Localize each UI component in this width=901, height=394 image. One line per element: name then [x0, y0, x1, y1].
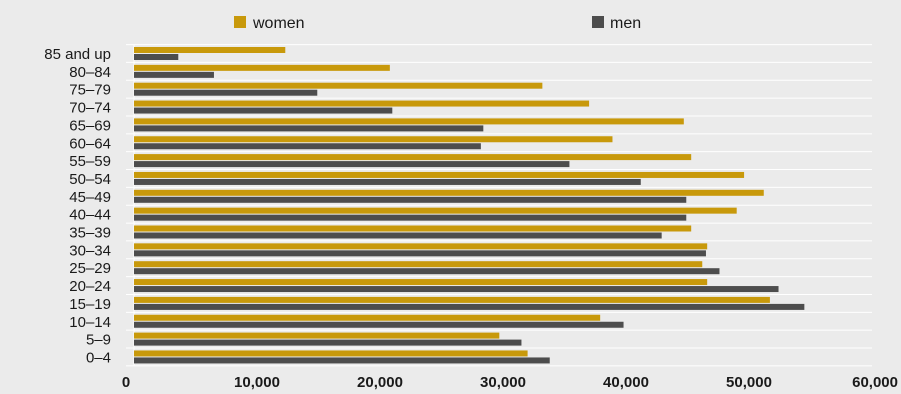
- bar-women: [134, 279, 708, 286]
- x-tick-label: 0: [122, 374, 130, 391]
- bar-men: [134, 54, 179, 60]
- x-tick-label: 50,000: [726, 374, 772, 391]
- bar-women: [134, 171, 745, 178]
- bar-women: [134, 332, 500, 339]
- legend-label-women: women: [252, 15, 305, 32]
- bar-men: [134, 339, 522, 346]
- category-label: 15–19: [69, 296, 111, 313]
- x-tick-label: 20,000: [357, 374, 403, 391]
- bar-women: [134, 118, 684, 125]
- legend-swatch-men: [592, 16, 604, 28]
- bar-women: [134, 243, 708, 250]
- category-label: 50–54: [69, 171, 111, 188]
- bar-men: [134, 107, 393, 114]
- category-label: 35–39: [69, 225, 111, 242]
- bar-men: [134, 321, 624, 328]
- category-label: 85 and up: [44, 46, 111, 63]
- category-label: 5–9: [86, 332, 111, 349]
- category-label: 60–64: [69, 135, 111, 152]
- bar-men: [134, 125, 484, 132]
- bar-men: [134, 268, 720, 275]
- bar-women: [134, 207, 737, 214]
- category-label: 55–59: [69, 153, 111, 170]
- bar-women: [134, 189, 764, 196]
- category-label: 30–34: [69, 242, 111, 259]
- category-labels: 85 and up80–8475–7970–7465–6960–6455–595…: [44, 46, 111, 366]
- x-tick-label: 40,000: [603, 374, 649, 391]
- bar-men: [134, 232, 662, 239]
- bars-group: [134, 47, 805, 364]
- legend-swatch-women: [234, 16, 246, 28]
- bar-men: [134, 71, 214, 78]
- bar-men: [134, 143, 481, 150]
- category-label: 20–24: [69, 278, 111, 295]
- bar-men: [134, 89, 318, 96]
- bar-women: [134, 136, 613, 143]
- bar-women: [134, 350, 528, 357]
- bar-women: [134, 82, 543, 89]
- category-label: 45–49: [69, 189, 111, 206]
- bar-women: [134, 261, 703, 268]
- bar-men: [134, 303, 805, 310]
- bar-women: [134, 296, 770, 303]
- bar-men: [134, 196, 687, 203]
- chart-legend: women men: [234, 15, 641, 32]
- bar-men: [134, 161, 570, 168]
- bar-women: [134, 225, 692, 232]
- category-label: 10–14: [69, 314, 111, 331]
- category-label: 70–74: [69, 100, 111, 117]
- legend-label-men: men: [610, 15, 641, 32]
- bar-men: [134, 286, 779, 293]
- bar-women: [134, 314, 601, 321]
- bar-men: [134, 357, 550, 364]
- x-tick-label: 10,000: [234, 374, 280, 391]
- bar-men: [134, 178, 641, 185]
- bar-men: [134, 214, 687, 221]
- x-tick-labels: 0 10,000 20,000 30,000 40,000 50,000 60,000: [122, 374, 898, 391]
- bar-men: [134, 250, 706, 257]
- bar-women: [134, 154, 692, 161]
- category-label: 80–84: [69, 64, 111, 81]
- bar-women: [134, 64, 390, 71]
- category-label: 25–29: [69, 260, 111, 277]
- category-label: 65–69: [69, 117, 111, 134]
- category-label: 0–4: [86, 349, 111, 366]
- gridlines: [126, 44, 872, 367]
- category-label: 40–44: [69, 207, 111, 224]
- bar-women: [134, 47, 286, 53]
- category-label: 75–79: [69, 82, 111, 99]
- x-tick-label: 60,000: [852, 374, 898, 391]
- bar-women: [134, 100, 590, 107]
- x-tick-label: 30,000: [480, 374, 526, 391]
